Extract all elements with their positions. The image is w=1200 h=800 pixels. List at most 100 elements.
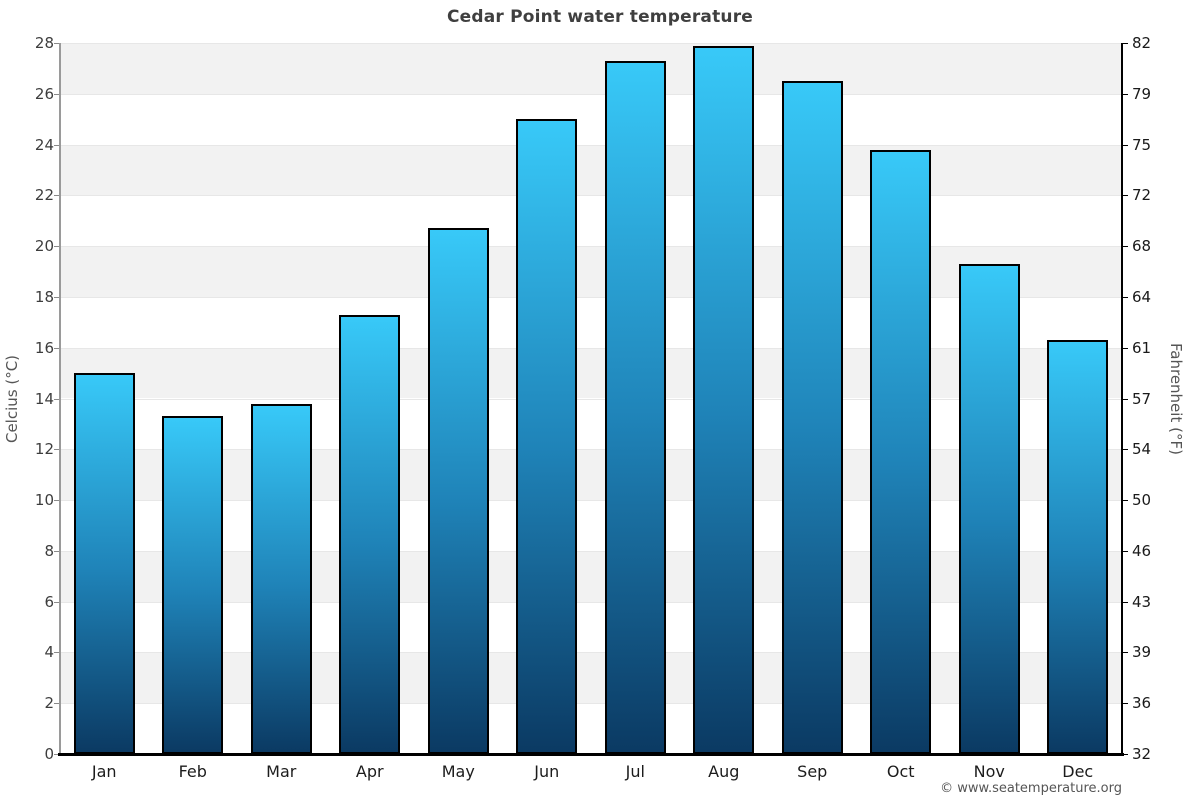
y-tick-mark-right xyxy=(1123,703,1128,704)
y-tick-mark-left xyxy=(54,602,59,603)
y-tick-mark-left xyxy=(54,246,59,247)
y-tick-mark-right xyxy=(1123,449,1128,450)
copyright-text: © www.seatemperature.org xyxy=(940,781,1122,796)
x-tick-label-jan: Jan xyxy=(91,762,117,781)
plot-band xyxy=(60,550,1122,602)
y-tick-mark-left xyxy=(54,195,59,196)
y-tick-label-celsius: 8 xyxy=(44,541,54,560)
y-tick-label-fahrenheit: 32 xyxy=(1132,745,1152,763)
gridline xyxy=(60,602,1122,603)
y-tick-mark-right xyxy=(1123,551,1128,552)
bar-nov[interactable] xyxy=(958,263,1020,754)
y-tick-mark-left xyxy=(54,348,59,349)
y-tick-label-fahrenheit: 82 xyxy=(1132,34,1152,52)
plot-band xyxy=(60,195,1122,247)
plot-band xyxy=(60,43,1122,94)
y-tick-label-celsius: 2 xyxy=(44,694,54,713)
y-tick-mark-left xyxy=(54,399,59,400)
y-tick-mark-left xyxy=(54,297,59,298)
y-tick-mark-right xyxy=(1123,297,1128,298)
y-tick-mark-right xyxy=(1123,399,1128,400)
y-tick-mark-left xyxy=(54,449,59,450)
y-tick-mark-right xyxy=(1123,348,1128,349)
y-tick-mark-left xyxy=(54,703,59,704)
y-tick-mark-right xyxy=(1123,602,1128,603)
x-tick-label-aug: Aug xyxy=(708,762,740,781)
plot-band xyxy=(60,703,1122,754)
gridline xyxy=(60,145,1122,146)
y-tick-label-celsius: 6 xyxy=(44,592,54,611)
bar-dec[interactable] xyxy=(1047,340,1109,754)
y-tick-label-fahrenheit: 46 xyxy=(1132,541,1152,560)
y-tick-label-fahrenheit: 75 xyxy=(1132,135,1152,154)
plot-band xyxy=(60,93,1122,145)
y-tick-label-fahrenheit: 68 xyxy=(1132,237,1152,256)
x-axis-line xyxy=(58,753,1124,756)
bar-jun[interactable] xyxy=(516,119,578,754)
y-tick-label-celsius: 20 xyxy=(34,237,54,256)
y-axis-line-right xyxy=(1121,43,1123,754)
x-tick-label-sep: Sep xyxy=(797,762,828,781)
gridline xyxy=(60,94,1122,95)
x-tick-label-apr: Apr xyxy=(355,762,384,781)
x-tick-label-may: May xyxy=(441,762,475,781)
bar-feb[interactable] xyxy=(162,416,224,754)
y-tick-label-fahrenheit: 72 xyxy=(1132,186,1152,205)
y-tick-label-celsius: 28 xyxy=(34,34,54,52)
y-tick-mark-left xyxy=(54,500,59,501)
x-tick-label-oct: Oct xyxy=(886,762,915,781)
gridline xyxy=(60,449,1122,450)
y-tick-label-celsius: 16 xyxy=(34,338,54,357)
plot-band xyxy=(60,449,1122,501)
y-tick-label-celsius: 18 xyxy=(34,287,54,306)
x-tick-label-dec: Dec xyxy=(1062,762,1094,781)
bar-mar[interactable] xyxy=(250,403,312,754)
y-tick-label-celsius: 4 xyxy=(44,643,54,662)
y-tick-mark-right xyxy=(1123,195,1128,196)
plot-band xyxy=(60,347,1122,399)
plot-band xyxy=(60,144,1122,196)
y-tick-label-celsius: 24 xyxy=(34,135,54,154)
y-tick-mark-right xyxy=(1123,43,1128,44)
gridline xyxy=(60,297,1122,298)
bar-apr[interactable] xyxy=(339,314,401,754)
y-tick-mark-left xyxy=(54,652,59,653)
x-tick-label-mar: Mar xyxy=(266,762,297,781)
plot-band xyxy=(60,296,1122,348)
gridline xyxy=(60,399,1122,400)
bar-jul[interactable] xyxy=(604,60,666,754)
y-tick-mark-left xyxy=(54,145,59,146)
y-tick-label-fahrenheit: 39 xyxy=(1132,643,1152,662)
y-tick-mark-left xyxy=(54,754,59,755)
x-tick-label-jul: Jul xyxy=(625,762,645,781)
gridline xyxy=(60,652,1122,653)
plot-band xyxy=(60,500,1122,551)
gridline xyxy=(60,43,1122,44)
gridline xyxy=(60,703,1122,704)
plot-band xyxy=(60,246,1122,297)
chart-title: Cedar Point water temperature xyxy=(446,7,754,27)
y-tick-label-fahrenheit: 61 xyxy=(1132,338,1152,357)
y-tick-label-celsius: 26 xyxy=(34,84,54,103)
y-tick-label-fahrenheit: 54 xyxy=(1132,440,1152,459)
bar-aug[interactable] xyxy=(693,45,755,754)
y-tick-mark-right xyxy=(1123,652,1128,653)
y-tick-mark-right xyxy=(1123,500,1128,501)
y-tick-mark-left xyxy=(54,43,59,44)
gridline xyxy=(60,246,1122,247)
y-tick-mark-right xyxy=(1123,754,1128,755)
y-tick-mark-right xyxy=(1123,246,1128,247)
bar-oct[interactable] xyxy=(870,149,932,754)
y-tick-mark-right xyxy=(1123,94,1128,95)
bar-sep[interactable] xyxy=(781,81,843,754)
x-tick-label-feb: Feb xyxy=(178,762,207,781)
y-tick-label-celsius: 22 xyxy=(34,186,54,205)
y-tick-label-fahrenheit: 57 xyxy=(1132,389,1152,408)
gridline xyxy=(60,195,1122,196)
y-tick-label-celsius: 0 xyxy=(44,745,54,763)
bar-may[interactable] xyxy=(427,228,489,754)
bar-jan[interactable] xyxy=(73,373,135,754)
x-tick-label-jun: Jun xyxy=(534,762,560,781)
y-tick-label-fahrenheit: 50 xyxy=(1132,491,1152,510)
